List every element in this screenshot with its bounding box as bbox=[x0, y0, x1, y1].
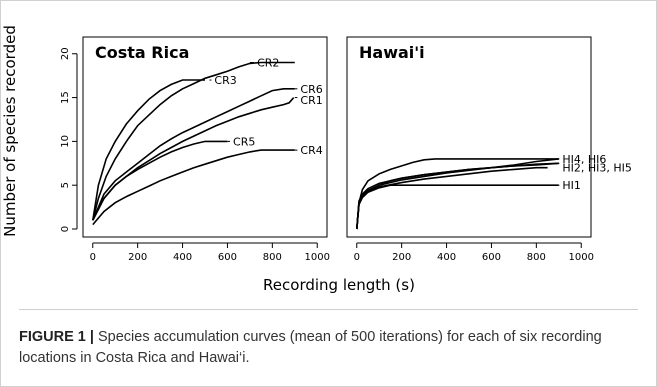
caption-divider bbox=[19, 309, 638, 310]
y-tick-label: 15 bbox=[60, 91, 71, 104]
x-axis-label: Recording length (s) bbox=[263, 276, 415, 294]
series-line bbox=[356, 158, 559, 230]
series-label: HI4, HI6 bbox=[562, 153, 606, 166]
series-label: CR1 bbox=[300, 94, 322, 107]
x-tick-label: 1000 bbox=[569, 252, 594, 263]
series-line-cr4 bbox=[92, 149, 295, 226]
plot-frame bbox=[82, 36, 328, 238]
series-label: CR3 bbox=[214, 74, 236, 87]
series-line-hi1 bbox=[356, 184, 559, 230]
x-tick-label: 800 bbox=[527, 252, 546, 263]
y-axis-label: Number of species recorded bbox=[1, 25, 19, 237]
x-tick-label: 800 bbox=[263, 252, 282, 263]
panel-title: Hawai'i bbox=[359, 43, 425, 62]
series-line bbox=[356, 162, 559, 230]
caption-label: FIGURE 1 | bbox=[19, 329, 94, 345]
panel-title: Costa Rica bbox=[95, 43, 189, 62]
x-tick-label: 0 bbox=[90, 252, 96, 263]
x-tick-label: 400 bbox=[437, 252, 456, 263]
series-line bbox=[356, 166, 548, 230]
series-line-hi2-hi3-hi5 bbox=[356, 162, 559, 230]
y-tick-label: 10 bbox=[60, 135, 71, 148]
x-tick-label: 1000 bbox=[305, 252, 330, 263]
x-tick-label: 200 bbox=[128, 252, 147, 263]
series-label: CR6 bbox=[300, 83, 322, 96]
series-line-cr2 bbox=[92, 61, 295, 221]
y-tick-label: 0 bbox=[60, 226, 71, 232]
series-label: CR4 bbox=[300, 144, 322, 157]
series-label: CR2 bbox=[257, 57, 279, 70]
costa-rica-panel: Costa Rica 0 200 400 600 800 1000 0 5 10 15 20 CR2 CR… bbox=[60, 36, 330, 263]
x-tick-label: 0 bbox=[354, 252, 360, 263]
series-label: HI2, HI3, HI5 bbox=[562, 162, 632, 175]
y-tick-label: 20 bbox=[60, 47, 71, 60]
species-accumulation-chart: Costa Rica 0 200 400 600 800 1000 0 5 10 15 20 CR2 CR… bbox=[1, 25, 632, 294]
figure-caption: FIGURE 1 | Species accumulation curves (… bbox=[19, 327, 644, 369]
y-tick-label: 5 bbox=[60, 182, 71, 188]
series-line-hi4-hi6 bbox=[356, 158, 559, 230]
caption-text: Species accumulation curves (mean of 500… bbox=[19, 329, 602, 366]
series-line-cr1 bbox=[92, 97, 295, 221]
series-line-cr5 bbox=[92, 140, 228, 221]
x-tick-label: 400 bbox=[173, 252, 192, 263]
series-label: CR5 bbox=[233, 135, 255, 148]
series-line-cr6 bbox=[92, 88, 295, 221]
x-tick-label: 600 bbox=[218, 252, 237, 263]
series-line-cr3 bbox=[92, 79, 205, 221]
plot-frame bbox=[346, 36, 592, 238]
x-tick-label: 200 bbox=[392, 252, 411, 263]
x-tick-label: 600 bbox=[482, 252, 501, 263]
series-label: HI1 bbox=[562, 179, 581, 192]
